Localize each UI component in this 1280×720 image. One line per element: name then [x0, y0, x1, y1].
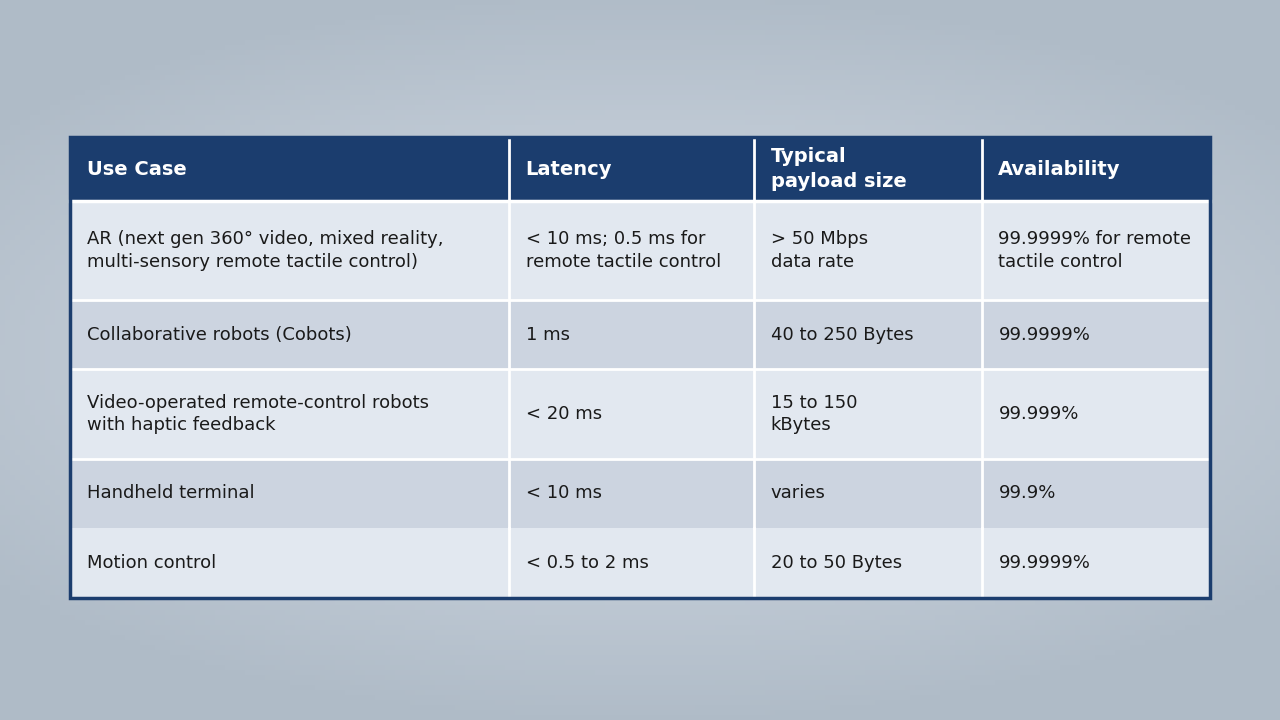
Bar — [70, 528, 509, 598]
Text: 20 to 50 Bytes: 20 to 50 Bytes — [771, 554, 901, 572]
Text: Availability: Availability — [998, 160, 1121, 179]
Bar — [509, 369, 754, 459]
Bar — [754, 137, 982, 202]
Bar — [982, 137, 1210, 202]
Text: 99.9999% for remote
tactile control: 99.9999% for remote tactile control — [998, 230, 1192, 271]
Text: 15 to 150
kBytes: 15 to 150 kBytes — [771, 394, 858, 434]
Text: AR (next gen 360° video, mixed reality,
multi-sensory remote tactile control): AR (next gen 360° video, mixed reality, … — [87, 230, 444, 271]
Text: < 10 ms; 0.5 ms for
remote tactile control: < 10 ms; 0.5 ms for remote tactile contr… — [526, 230, 721, 271]
Bar — [982, 369, 1210, 459]
Bar — [509, 459, 754, 528]
Text: 1 ms: 1 ms — [526, 325, 570, 343]
Bar — [982, 528, 1210, 598]
Text: Latency: Latency — [526, 160, 612, 179]
Text: 99.9%: 99.9% — [998, 485, 1056, 503]
Bar — [509, 202, 754, 300]
Bar — [70, 202, 509, 300]
Text: Handheld terminal: Handheld terminal — [87, 485, 255, 503]
Text: Motion control: Motion control — [87, 554, 216, 572]
Text: < 20 ms: < 20 ms — [526, 405, 602, 423]
Bar — [754, 528, 982, 598]
Bar — [70, 300, 509, 369]
Text: Collaborative robots (Cobots): Collaborative robots (Cobots) — [87, 325, 352, 343]
Text: 99.999%: 99.999% — [998, 405, 1079, 423]
Text: < 10 ms: < 10 ms — [526, 485, 602, 503]
Text: < 0.5 to 2 ms: < 0.5 to 2 ms — [526, 554, 649, 572]
Bar — [70, 137, 1210, 598]
Bar — [982, 459, 1210, 528]
Bar — [754, 202, 982, 300]
Bar — [509, 528, 754, 598]
Bar — [509, 137, 754, 202]
Text: 99.9999%: 99.9999% — [998, 554, 1091, 572]
Bar — [70, 369, 509, 459]
Text: Typical
payload size: Typical payload size — [771, 148, 906, 191]
Text: Use Case: Use Case — [87, 160, 187, 179]
Bar — [70, 459, 509, 528]
Text: Video-operated remote-control robots
with haptic feedback: Video-operated remote-control robots wit… — [87, 394, 429, 434]
Text: varies: varies — [771, 485, 826, 503]
Bar — [754, 369, 982, 459]
Text: > 50 Mbps
data rate: > 50 Mbps data rate — [771, 230, 868, 271]
Bar — [982, 300, 1210, 369]
Bar — [509, 300, 754, 369]
Bar — [754, 300, 982, 369]
Bar — [70, 137, 509, 202]
Text: 99.9999%: 99.9999% — [998, 325, 1091, 343]
Bar — [754, 459, 982, 528]
Bar — [982, 202, 1210, 300]
Text: 40 to 250 Bytes: 40 to 250 Bytes — [771, 325, 913, 343]
